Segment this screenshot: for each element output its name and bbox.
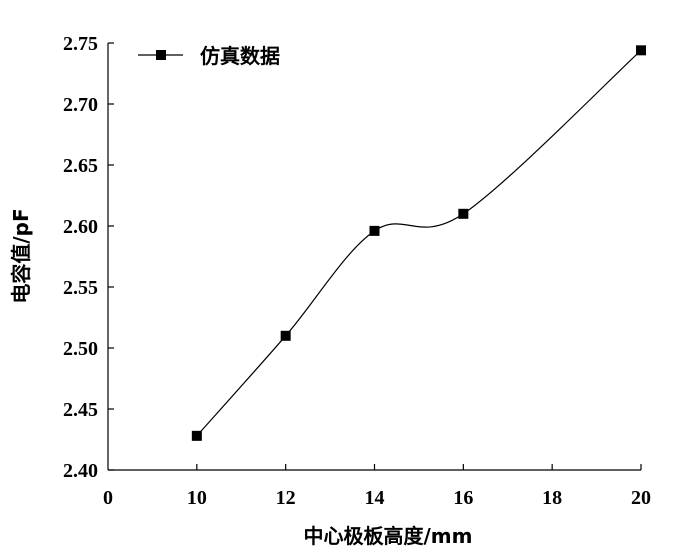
data-point — [191, 430, 202, 441]
x-tick-label: 16 — [453, 487, 473, 509]
series-markers — [191, 45, 646, 441]
y-tick-label: 2.40 — [63, 460, 98, 482]
x-tick-label: 20 — [631, 487, 651, 509]
y-tick-label: 2.75 — [63, 33, 98, 55]
axes — [107, 43, 641, 471]
x-tick-label: 18 — [542, 487, 562, 509]
y-tick-label: 2.50 — [63, 338, 98, 360]
x-tick-label: 10 — [187, 487, 207, 509]
y-tick-label: 2.55 — [63, 277, 98, 299]
series-line — [196, 49, 642, 437]
legend: 仿真数据 — [138, 44, 280, 68]
y-tick-label: 2.45 — [63, 399, 98, 421]
x-tick-label: 0 — [103, 487, 113, 509]
y-tick-label: 2.65 — [63, 155, 98, 177]
y-ticks: 2.40 2.45 2.50 2.55 2.60 2.65 2.70 2.75 — [63, 33, 114, 482]
x-axis-title: 中心极板高度/mm — [304, 524, 473, 548]
x-ticks: 0 10 12 14 16 18 20 — [103, 464, 651, 509]
data-point — [280, 330, 291, 341]
data-point — [369, 225, 380, 236]
x-tick-label: 14 — [365, 487, 385, 509]
y-axis-title: 电容值/pF — [9, 208, 33, 303]
x-tick-label: 12 — [276, 487, 296, 509]
data-point — [458, 208, 469, 219]
y-tick-label: 2.60 — [63, 216, 98, 238]
y-tick-label: 2.70 — [63, 94, 98, 116]
legend-label: 仿真数据 — [200, 44, 280, 68]
data-point — [636, 45, 646, 56]
legend-marker — [156, 50, 166, 60]
